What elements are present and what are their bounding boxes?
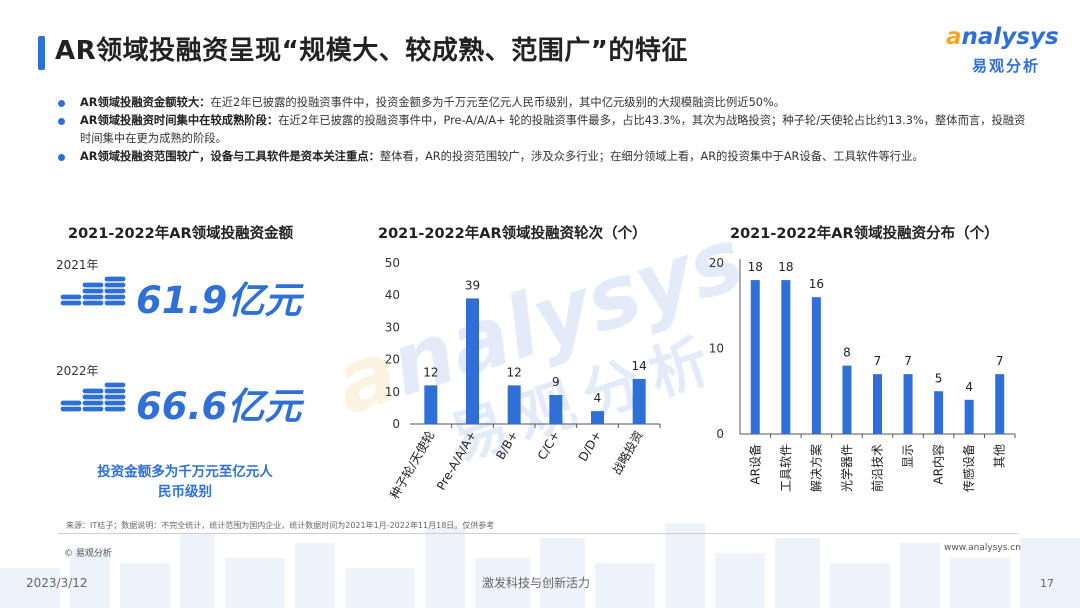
finding-item: AR领域投融资时间集中在较成熟阶段：在近2年已披露的投融资事件中，Pre-A/A… [58,112,1028,148]
amount-value-2021: 61.9亿元 [136,279,302,322]
rounds-y-tick-label: 10 [385,385,400,399]
rounds-y-tick-label: 0 [392,417,400,431]
finding-item: AR领域投融资金额较大：在近2年已披露的投融资事件中，投资金额多为千万元至亿元人… [58,94,1028,112]
footer-divider [58,533,1018,534]
page-number: 17 [1040,577,1054,590]
rounds-data-label: 4 [594,391,602,405]
bullet-dot-icon [58,118,65,125]
distribution-bar-chart: 0 10 20 18 AR设备 18 工具软件 16 解决方案 8 光学器件 7 前沿技术 7 显示 5 AR内… [709,256,1016,492]
key-findings-list: AR领域投融资金额较大：在近2年已披露的投融资事件中，投资金额多为千万元至亿元人… [58,94,1028,166]
distribution-category-label: 前沿技术 [870,444,885,492]
copyright: © 易观分析 [64,549,112,559]
rounds-bar [549,395,563,424]
distribution-data-label: 18 [778,260,793,274]
finding-text: 在近2年已披露的投融资事件中，投资金额多为千万元至亿元人民币级别，其中亿元级别的… [210,96,785,109]
rounds-y-tick-label: 30 [385,320,400,334]
amount-year-2022: 2022年 [56,364,99,378]
rounds-data-label: 12 [507,365,522,379]
rounds-category-label: 战略投资 [609,428,646,477]
distribution-bar [842,365,852,434]
finding-heading: AR领域投融资金额较大： [80,96,211,109]
logo-sub: 易观分析 [972,57,1041,75]
page-title: AR领域投融资呈现“规模大、较成熟、范围广”的特征 [55,36,688,66]
distribution-data-label: 18 [748,260,763,274]
distribution-category-label: AR内容 [931,444,946,485]
amount-panel-title: 2021-2022年AR领域投融资金额 [68,226,294,242]
distribution-bar [750,280,760,434]
distribution-bar [903,374,913,434]
distribution-category-label: 显示 [901,444,915,468]
rounds-chart-title: 2021-2022年AR领域投融资轮次（个） [378,226,647,242]
rounds-y-tick-label: 50 [385,256,400,270]
rounds-bar [591,411,604,424]
rounds-bar-chart: 0 10 20 30 40 50 12 种子轮/天使轮 39 Pre-A/A/A+ 12 B/B+ 9 C… [385,256,661,501]
rounds-bar [424,385,438,424]
rounds-category-label: D/D+ [576,429,604,464]
distribution-category-label: 其他 [993,444,1007,468]
distribution-bar [873,374,882,434]
rounds-data-label: 9 [552,375,560,389]
coin-stack-icon [60,381,126,413]
rounds-category-label: C/C+ [535,429,563,463]
bullet-dot-icon [58,100,65,107]
rounds-bar [632,378,646,424]
rounds-category-label: Pre-A/A/A+ [434,429,479,493]
distribution-data-label: 16 [809,277,824,291]
distribution-category-label: 传感设备 [961,444,976,492]
amount-note: 投资金额多为千万元至亿元人民币级别 [97,464,273,500]
distribution-y-tick-label: 0 [716,427,724,441]
distribution-bar [781,280,791,434]
distribution-bar [995,374,1005,434]
finding-item: AR领域投融资范围较广，设备与工具软件是资本关注重点：整体看，AR的投资范围较广… [58,148,1028,166]
distribution-bar [964,399,974,434]
rounds-category-label: B/B+ [493,429,520,462]
logo-word-rest: nalysys [961,24,1059,50]
distribution-data-label: 7 [904,354,912,368]
finding-text: 在近2年已披露的投融资事件中，Pre-A/A/A+ 轮的投融资事件最多，占比43… [80,114,1026,145]
title-accent-bar [38,36,45,70]
distribution-y-tick-label: 20 [709,256,724,270]
distribution-data-label: 8 [843,346,851,360]
rounds-data-label: 39 [465,278,480,292]
distribution-data-label: 4 [965,380,973,394]
distribution-y-tick-label: 10 [709,342,724,356]
brand-logo: analysys 易观分析 [946,24,1066,84]
distribution-bar [934,391,944,434]
distribution-category-label: AR设备 [748,444,762,485]
distribution-bar [811,297,821,434]
rounds-data-label: 14 [632,359,647,373]
finding-heading: AR领域投融资时间集中在较成熟阶段： [80,114,279,127]
rounds-bar [507,385,521,424]
rounds-data-label: 12 [423,365,438,379]
amount-value-2022: 66.6亿元 [136,385,302,428]
rounds-y-tick-label: 40 [385,288,400,302]
distribution-chart-title: 2021-2022年AR领域投融资分布（个） [730,226,999,242]
distribution-category-label: 工具软件 [779,444,793,492]
rounds-category-label: 种子轮/天使轮 [386,428,437,501]
logo-word-first: a [946,24,962,50]
distribution-data-label: 7 [874,354,882,368]
rounds-bar [466,298,479,424]
footer-slogan: 激发科技与创新活力 [482,576,591,590]
distribution-category-label: 光学器件 [839,444,854,492]
distribution-data-label: 7 [996,354,1004,368]
coin-stack-icon [60,275,126,307]
website-link[interactable]: www.analysys.cn [944,543,1021,553]
distribution-data-label: 5 [935,371,943,385]
finding-heading: AR领域投融资范围较广，设备与工具软件是资本关注重点： [80,150,380,163]
distribution-category-label: 解决方案 [808,444,823,492]
finding-text: 整体看，AR的投资范围较广，涉及众多行业；在细分领域上看，AR的投资集中于AR设… [379,150,924,163]
amount-year-2021: 2021年 [56,258,99,272]
bullet-dot-icon [58,154,65,161]
report-date: 2023/3/12 [26,576,88,590]
data-source-note: 来源：IT桔子；数据说明：不完全统计，统计范围为国内企业，统计数据时间为2021… [66,521,495,530]
rounds-y-tick-label: 20 [385,353,400,367]
